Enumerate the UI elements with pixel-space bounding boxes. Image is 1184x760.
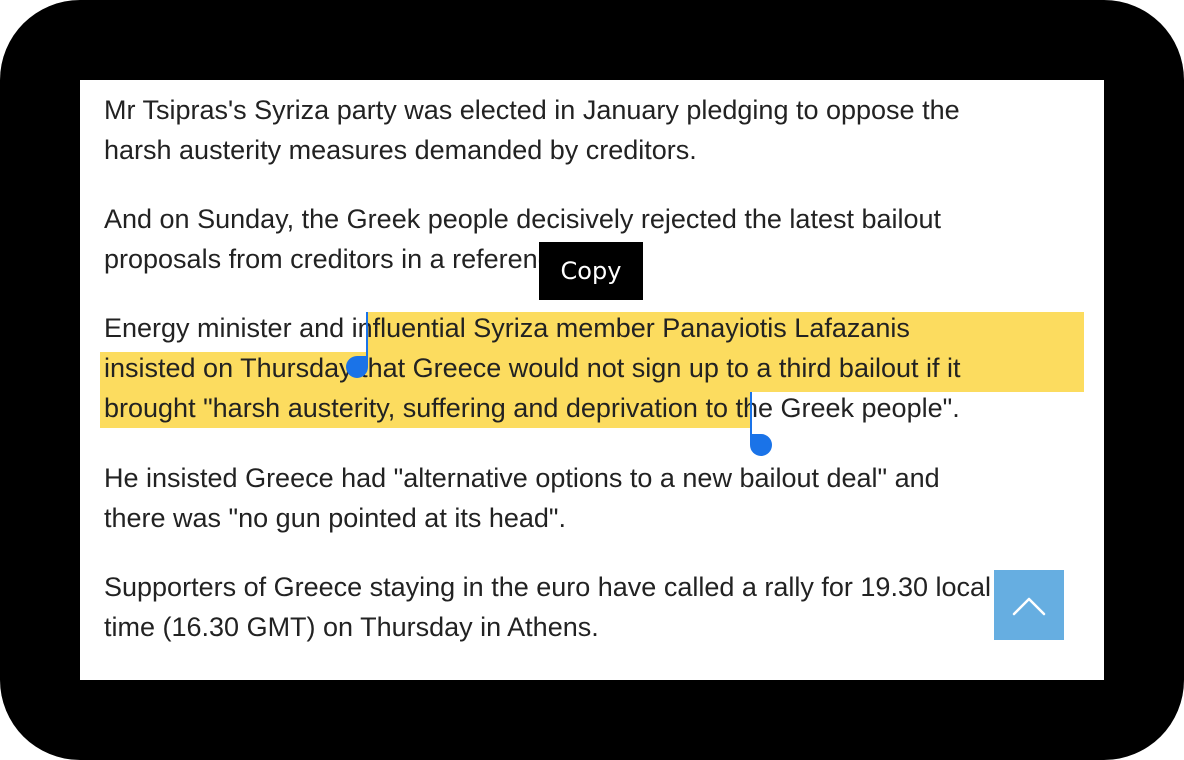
paragraph-line: there was "no gun pointed at its head". (104, 503, 566, 533)
copy-button[interactable]: Copy (539, 242, 643, 300)
paragraph-2[interactable]: And on Sunday, the Greek people decisive… (104, 199, 1064, 279)
paragraph-line: proposals from creditors in a referendum… (104, 244, 598, 274)
paragraph-line: Mr Tsipras's Syriza party was elected in… (104, 95, 960, 125)
paragraph-1[interactable]: Mr Tsipras's Syriza party was elected in… (104, 90, 1064, 170)
selection-end-handle[interactable] (750, 434, 772, 456)
selection-highlight (100, 352, 1084, 392)
paragraph-5[interactable]: Supporters of Greece staying in the euro… (104, 567, 1064, 647)
selection-start-handle[interactable] (346, 356, 368, 378)
selection-end-handle-line[interactable] (750, 392, 752, 436)
paragraph-line: And on Sunday, the Greek people decisive… (104, 204, 942, 234)
paragraph-3-selected[interactable]: Energy minister and influential Syriza m… (104, 308, 1064, 428)
selection-highlight (100, 392, 752, 428)
paragraph-line: brought "harsh austerity, suffering and … (104, 393, 960, 423)
article-view[interactable]: Mr Tsipras's Syriza party was elected in… (80, 80, 1104, 680)
chevron-up-icon (1012, 597, 1046, 616)
paragraph-4[interactable]: He insisted Greece had "alternative opti… (104, 458, 1064, 538)
paragraph-line: Energy minister and influential Syriza m… (104, 313, 910, 343)
paragraph-line: insisted on Thursday that Greece would n… (104, 353, 961, 383)
selection-highlight (368, 312, 1084, 352)
scroll-to-top-button[interactable] (994, 570, 1064, 640)
selection-start-handle-line[interactable] (366, 312, 368, 364)
paragraph-line: time (16.30 GMT) on Thursday in Athens. (104, 612, 599, 642)
paragraph-line: Supporters of Greece staying in the euro… (104, 572, 992, 602)
article-body: Mr Tsipras's Syriza party was elected in… (80, 80, 1104, 680)
paragraph-line: harsh austerity measures demanded by cre… (104, 135, 697, 165)
paragraph-line: He insisted Greece had "alternative opti… (104, 463, 940, 493)
